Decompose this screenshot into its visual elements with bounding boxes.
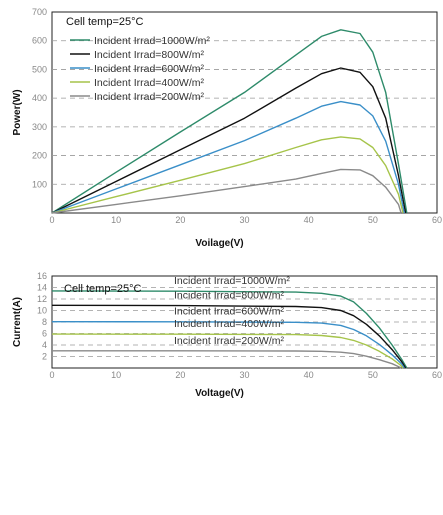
pv-x-tick-label: 50 — [368, 215, 378, 225]
iv-series-line-4 — [51, 333, 404, 369]
iv-x-tick-label: 10 — [111, 370, 121, 380]
pv-x-tick-label: 30 — [239, 215, 249, 225]
iv-y-tick-label: 12 — [37, 294, 47, 304]
iv-curve-label-1: Incident Irrad=1000W/m² — [174, 275, 290, 287]
iv-series-line-1 — [51, 290, 408, 369]
iv-x-tick-label: 0 — [49, 370, 54, 380]
iv-cell-temp-annotation: Cell temp=25°C — [64, 283, 142, 295]
iv-x-tick-label: 30 — [239, 370, 249, 380]
pv-legend-entry-5: Incident Irrad=200W/m² — [94, 91, 205, 103]
iv-y-tick-label: 14 — [37, 283, 47, 293]
iv-y-tick-label: 16 — [37, 271, 47, 281]
pv-x-tick-label: 10 — [111, 215, 121, 225]
iv-curve-label-4: Incident Irrad=400W/m² — [174, 318, 285, 330]
pv-y-tick-label: 200 — [32, 151, 47, 161]
iv-x-tick-label: 20 — [175, 370, 185, 380]
pv-y-tick-label: 100 — [32, 179, 47, 189]
pv-y-axis-title: Power(W) — [12, 89, 23, 135]
iv-y-tick-label: 6 — [42, 329, 47, 339]
iv-y-axis-title: Current(A) — [12, 297, 23, 347]
pv-x-tick-label: 40 — [304, 215, 314, 225]
pv-y-tick-label: 300 — [32, 122, 47, 132]
iv-x-tick-label: 50 — [368, 370, 378, 380]
iv-y-tick-label: 4 — [42, 340, 47, 350]
pv-x-tick-label: 0 — [49, 215, 54, 225]
pv-legend-entry-3: Incident Irrad=600W/m² — [94, 63, 205, 75]
iv-series-line-2 — [51, 304, 407, 369]
pv-series-line-5 — [51, 168, 402, 214]
iv-series-line-3 — [51, 321, 405, 369]
iv-y-tick-label: 10 — [37, 306, 47, 316]
pv-y-tick-label: 400 — [32, 93, 47, 103]
pv-y-tick-label: 500 — [32, 64, 47, 74]
iv-x-tick-label: 60 — [432, 370, 442, 380]
pv-series-line-2 — [51, 67, 407, 214]
pv-series-line-1 — [51, 29, 408, 214]
pv-x-tick-label: 20 — [175, 215, 185, 225]
pv-series-line-3 — [51, 100, 405, 214]
pv-cell-temp-annotation: Cell temp=25°C — [66, 16, 144, 28]
pv-y-tick-label: 700 — [32, 7, 47, 17]
pv-x-tick-label: 60 — [432, 215, 442, 225]
pv-y-tick-label: 600 — [32, 36, 47, 46]
pv-plot-frame — [51, 11, 438, 214]
iv-y-tick-label: 2 — [42, 352, 47, 362]
pv-series-line-4 — [51, 136, 404, 214]
iv-curve-label-3: Incident Irrad=600W/m² — [174, 306, 285, 318]
pv-x-axis-title: Voilage(V) — [195, 238, 243, 249]
iv-series-line-5 — [52, 350, 402, 369]
iv-curve-label-2: Incident Irrad=800W/m² — [174, 289, 285, 301]
iv-x-tick-label: 40 — [304, 370, 314, 380]
iv-x-axis-title: Voltage(V) — [195, 388, 244, 399]
iv-curve-label-5: Incident Irrad=200W/m² — [174, 335, 285, 347]
pv-legend-entry-1: Incident Irrad=1000W/m² — [94, 35, 210, 47]
pv-legend-entry-2: Incident Irrad=800W/m² — [94, 49, 205, 61]
iv-y-tick-label: 8 — [42, 317, 47, 327]
pv-legend-entry-4: Incident Irrad=400W/m² — [94, 77, 205, 89]
